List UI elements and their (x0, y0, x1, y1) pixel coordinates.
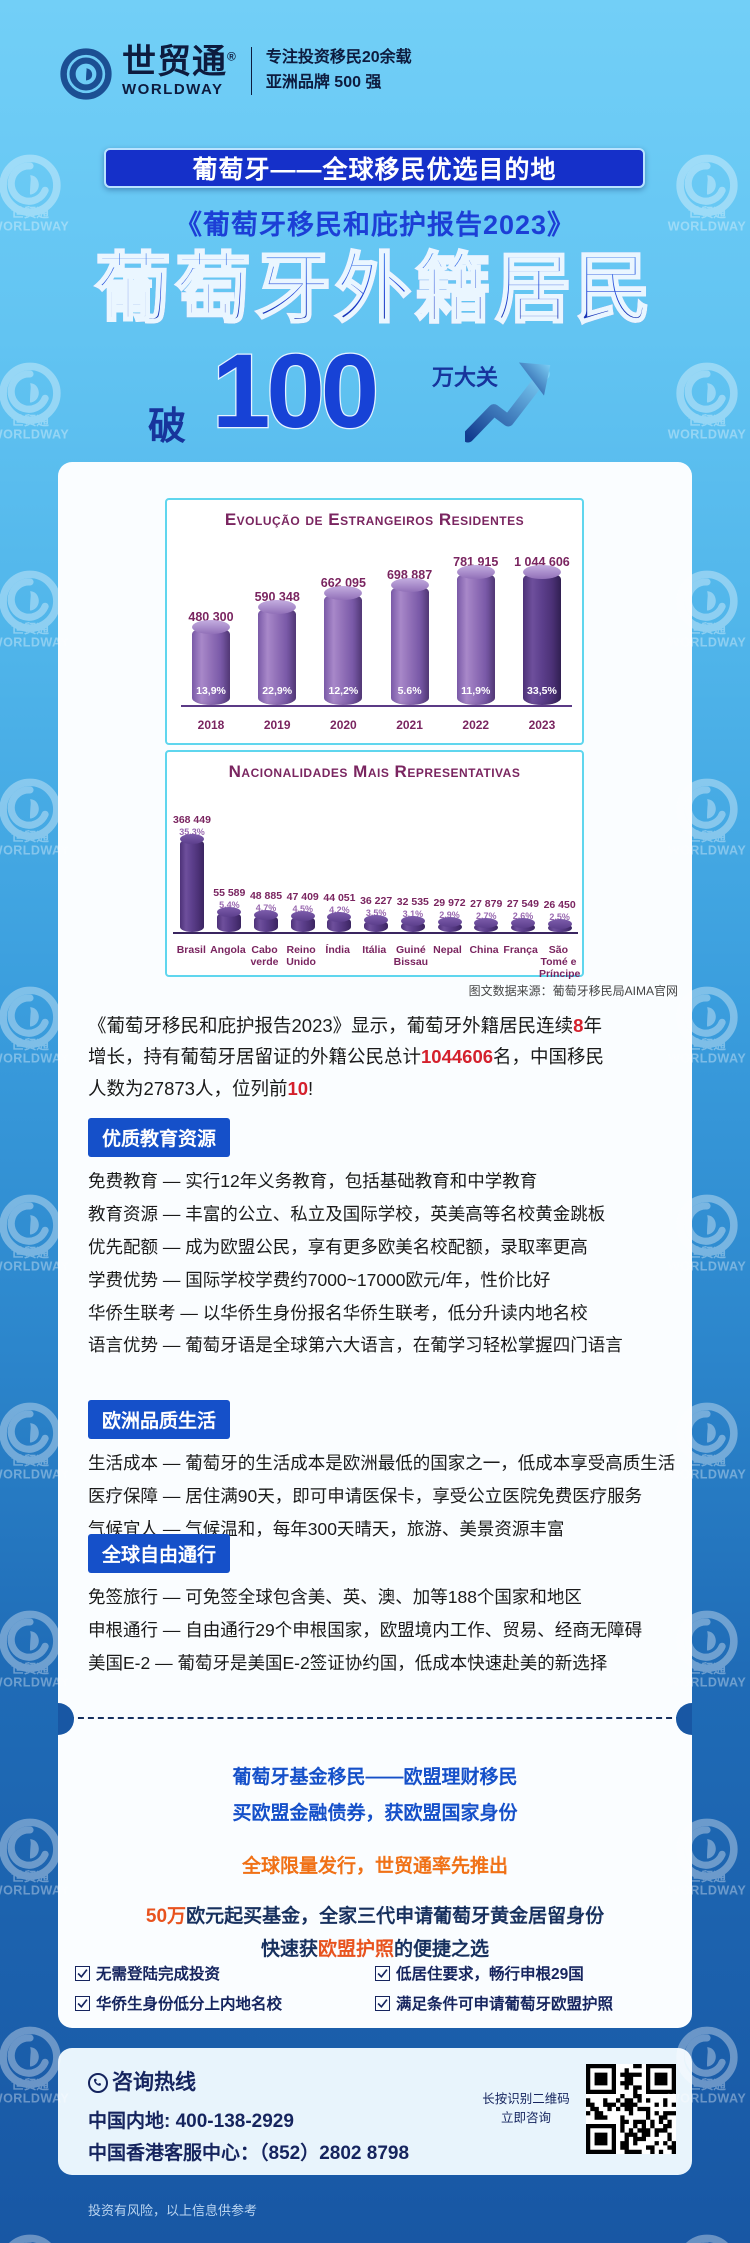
svg-text:世贸通: 世贸通 (688, 829, 726, 844)
svg-text:世贸通: 世贸通 (688, 1037, 726, 1052)
svg-text:世贸通: 世贸通 (11, 1245, 49, 1260)
svg-text:世贸通: 世贸通 (11, 2077, 49, 2092)
svg-text:世贸通: 世贸通 (688, 1245, 726, 1260)
svg-text:世贸通: 世贸通 (11, 1037, 49, 1052)
svg-text:世贸通: 世贸通 (11, 1869, 49, 1884)
svg-text:世贸通: 世贸通 (688, 2077, 726, 2092)
svg-text:世贸通: 世贸通 (688, 621, 726, 636)
svg-text:世贸通: 世贸通 (11, 1661, 49, 1676)
svg-text:世贸通: 世贸通 (688, 1453, 726, 1468)
svg-text:世贸通: 世贸通 (688, 1869, 726, 1884)
svg-text:世贸通: 世贸通 (688, 1661, 726, 1676)
svg-text:世贸通: 世贸通 (11, 1453, 49, 1468)
svg-text:世贸通: 世贸通 (11, 829, 49, 844)
svg-text:世贸通: 世贸通 (11, 621, 49, 636)
